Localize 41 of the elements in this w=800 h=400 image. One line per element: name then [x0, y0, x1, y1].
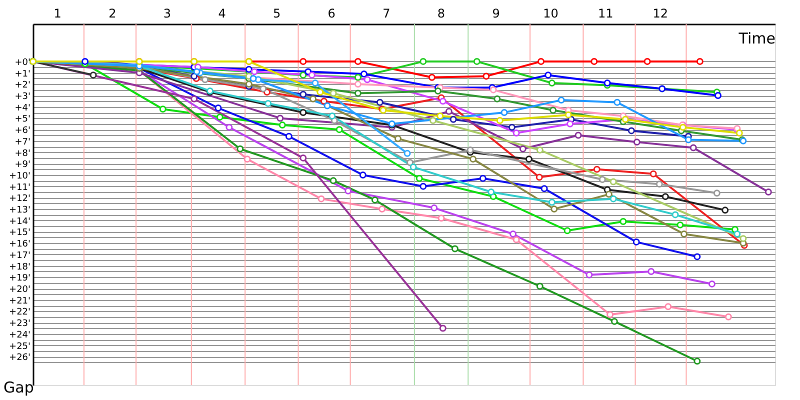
x-tick-label: 3 — [163, 6, 172, 20]
x-tick-label: 1 — [54, 6, 62, 20]
x-tick-label: 5 — [272, 6, 281, 20]
y-tick-label: +22' — [9, 308, 30, 318]
y-tick-label: +8' — [14, 148, 30, 159]
y-tick-label: +12' — [9, 194, 30, 204]
x-tick-label: 7 — [382, 6, 390, 20]
y-tick-label: +20' — [9, 285, 30, 296]
y-tick-label: +26' — [9, 353, 30, 364]
x-tick-label: 4 — [218, 6, 226, 20]
y-tick-label: +17' — [9, 250, 30, 261]
y-tick-label: +16' — [9, 240, 30, 250]
y-tick-label: +0' — [14, 58, 30, 68]
y-tick-label: +3' — [14, 92, 30, 102]
y-tick-label: +11' — [9, 182, 30, 193]
y-tick-label: +15' — [9, 228, 30, 238]
y-tick-label: +7' — [14, 137, 30, 148]
y-tick-label: +9' — [14, 160, 30, 170]
y-tick-label: +4' — [14, 103, 30, 114]
y-tick-label: +5' — [14, 114, 30, 125]
y-tick-label: +25' — [9, 342, 30, 352]
x-tick-label: 12 — [652, 6, 668, 20]
x-axis-title: Time — [738, 30, 776, 48]
y-tick-label: +2' — [14, 80, 30, 91]
y-tick-label: +19' — [9, 274, 30, 284]
y-axis-title: Gap — [4, 378, 34, 396]
y-tick-label: +6' — [14, 126, 30, 136]
x-tick-label: 8 — [437, 6, 446, 20]
x-tick-label: 11 — [598, 6, 614, 20]
x-tick-label: 2 — [108, 6, 116, 20]
y-tick-label: +1' — [14, 69, 30, 80]
y-tick-label: +21' — [9, 296, 30, 306]
y-tick-label: +24' — [9, 330, 30, 340]
x-tick-label: 10 — [543, 6, 558, 20]
x-tick-label: 6 — [328, 6, 336, 20]
y-tick-label: +14' — [9, 216, 30, 227]
x-tick-label: 9 — [492, 6, 500, 20]
y-tick-label: +10' — [9, 171, 30, 182]
y-tick-label: +13' — [9, 206, 30, 216]
y-tick-label: +23' — [9, 319, 30, 330]
y-tick-label: +18' — [9, 262, 30, 272]
